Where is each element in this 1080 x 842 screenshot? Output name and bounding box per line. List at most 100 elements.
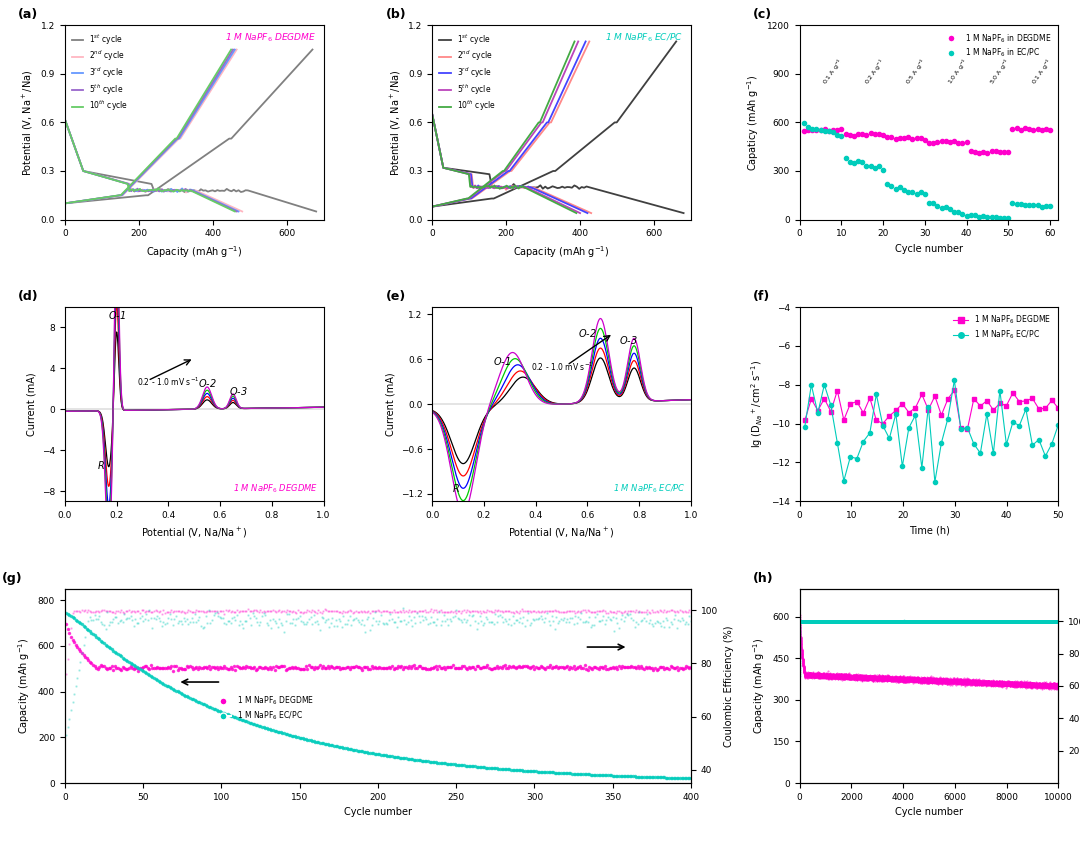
Text: $R$: $R$: [451, 482, 459, 494]
$3^{rd}$ cycle: [226, 204, 239, 214]
$10^{th}$ cycle: [222, 204, 235, 214]
$2^{nd}$ cycle: [517, 183, 530, 193]
$10^{th}$ cycle: [147, 185, 160, 195]
$5^{th}$ cycle: [436, 163, 449, 173]
Text: 5.0 A g$^{-1}$: 5.0 A g$^{-1}$: [987, 56, 1013, 87]
$1^{st}$ cycle: [463, 167, 476, 177]
$2^{nd}$ cycle: [176, 185, 189, 195]
X-axis label: Time (h): Time (h): [908, 525, 949, 536]
X-axis label: Cycle number: Cycle number: [895, 807, 963, 818]
Y-axis label: Capacity (mAh g$^{-1}$): Capacity (mAh g$^{-1}$): [752, 637, 767, 734]
Line: $10^{th}$ cycle: $10^{th}$ cycle: [432, 115, 577, 213]
Text: (e): (e): [386, 290, 406, 303]
Text: (f): (f): [753, 290, 770, 303]
$1^{st}$ cycle: [105, 171, 118, 181]
Line: $3^{rd}$ cycle: $3^{rd}$ cycle: [432, 115, 588, 213]
$2^{nd}$ cycle: [584, 208, 597, 218]
$10^{th}$ cycle: [451, 167, 464, 177]
Text: 0.2 - 1.0 mV s$^{-1}$: 0.2 - 1.0 mV s$^{-1}$: [530, 361, 593, 373]
$10^{th}$ cycle: [510, 181, 523, 191]
$2^{nd}$ cycle: [85, 168, 98, 179]
$5^{th}$ cycle: [173, 186, 186, 196]
$5^{th}$ cycle: [475, 182, 488, 192]
$3^{rd}$ cycle: [232, 206, 245, 216]
$3^{rd}$ cycle: [149, 185, 162, 195]
Text: $O$-3: $O$-3: [229, 385, 247, 397]
$1^{st}$ cycle: [568, 180, 581, 190]
$10^{th}$ cycle: [467, 182, 480, 192]
$2^{nd}$ cycle: [96, 171, 109, 181]
Y-axis label: Coulombic Efficiency (%): Coulombic Efficiency (%): [724, 625, 733, 747]
Legend: 1 M NaPF$_6$ DEGDME, 1 M NaPF$_6$ EC/PC: 1 M NaPF$_6$ DEGDME, 1 M NaPF$_6$ EC/PC: [213, 691, 318, 725]
$10^{th}$ cycle: [436, 163, 449, 173]
$10^{th}$ cycle: [172, 185, 185, 195]
$1^{st}$ cycle: [58, 115, 71, 125]
$10^{th}$ cycle: [551, 199, 564, 209]
$2^{nd}$ cycle: [150, 186, 163, 196]
Text: 0.2 - 1.0 mV s$^{-1}$: 0.2 - 1.0 mV s$^{-1}$: [137, 376, 200, 388]
$3^{rd}$ cycle: [453, 167, 465, 177]
Text: $O$-3: $O$-3: [620, 334, 638, 346]
$5^{th}$ cycle: [453, 167, 465, 177]
$10^{th}$ cycle: [474, 182, 487, 192]
$2^{nd}$ cycle: [58, 115, 71, 125]
$5^{th}$ cycle: [468, 183, 481, 193]
$3^{rd}$ cycle: [426, 109, 438, 120]
Text: $O$-1: $O$-1: [494, 355, 511, 367]
Line: $2^{nd}$ cycle: $2^{nd}$ cycle: [432, 115, 591, 213]
Line: $5^{th}$ cycle: $5^{th}$ cycle: [432, 115, 580, 213]
$2^{nd}$ cycle: [478, 181, 491, 191]
Text: 1 M NaPF$_6$ DEGDME: 1 M NaPF$_6$ DEGDME: [233, 483, 319, 495]
$3^{rd}$ cycle: [58, 115, 71, 125]
X-axis label: Cycle number: Cycle number: [895, 244, 963, 253]
Legend: $1^{st}$ cycle, $2^{nd}$ cycle, $3^{rd}$ cycle, $5^{th}$ cycle, $10^{th}$ cycle: $1^{st}$ cycle, $2^{nd}$ cycle, $3^{rd}$…: [436, 29, 499, 116]
$5^{th}$ cycle: [95, 171, 108, 181]
$1^{st}$ cycle: [490, 181, 503, 191]
$5^{th}$ cycle: [148, 186, 161, 196]
$1^{st}$ cycle: [300, 204, 313, 214]
Text: 1 M NaPF$_6$ EC/PC: 1 M NaPF$_6$ EC/PC: [605, 31, 684, 44]
$1^{st}$ cycle: [185, 186, 198, 196]
Text: 1 M NaPF$_6$ DEGDME: 1 M NaPF$_6$ DEGDME: [225, 31, 315, 44]
$3^{rd}$ cycle: [193, 189, 206, 199]
$5^{th}$ cycle: [426, 109, 438, 120]
$1^{st}$ cycle: [222, 185, 235, 195]
$2^{nd}$ cycle: [195, 189, 208, 199]
X-axis label: Capacity (mAh g$^{-1}$): Capacity (mAh g$^{-1}$): [146, 244, 242, 259]
$3^{rd}$ cycle: [561, 199, 573, 209]
$5^{th}$ cycle: [230, 206, 243, 216]
$1^{st}$ cycle: [677, 208, 690, 218]
X-axis label: Capacity (mAh g$^{-1}$): Capacity (mAh g$^{-1}$): [513, 244, 610, 259]
Legend: $1^{st}$ cycle, $2^{nd}$ cycle, $3^{rd}$ cycle, $5^{th}$ cycle, $10^{th}$ cycle: $1^{st}$ cycle, $2^{nd}$ cycle, $3^{rd}$…: [69, 29, 132, 116]
$5^{th}$ cycle: [191, 189, 204, 199]
$3^{rd}$ cycle: [96, 171, 109, 181]
Text: 0.5 A g$^{-1}$: 0.5 A g$^{-1}$: [904, 56, 930, 87]
$10^{th}$ cycle: [570, 208, 583, 218]
Text: $O$-2: $O$-2: [578, 327, 597, 338]
$3^{rd}$ cycle: [477, 182, 490, 192]
Text: $R$: $R$: [97, 459, 105, 471]
$1^{st}$ cycle: [426, 109, 438, 120]
$2^{nd}$ cycle: [470, 182, 483, 192]
Text: 0.1 A g$^{-1}$: 0.1 A g$^{-1}$: [1029, 56, 1055, 87]
Text: (c): (c): [753, 8, 772, 21]
$5^{th}$ cycle: [224, 204, 237, 214]
Text: 1 M NaPF$_6$ EC/PC: 1 M NaPF$_6$ EC/PC: [613, 483, 686, 495]
Y-axis label: lg (D$_{Na}$$^+$/cm$^2$ s$^{-1}$): lg (D$_{Na}$$^+$/cm$^2$ s$^{-1}$): [750, 360, 766, 448]
Legend: 1 M NaPF$_6$ in DEGDME, 1 M NaPF$_6$ in EC/PC: 1 M NaPF$_6$ in DEGDME, 1 M NaPF$_6$ in …: [941, 29, 1054, 62]
Text: (a): (a): [18, 8, 39, 21]
$5^{th}$ cycle: [58, 115, 71, 125]
$2^{nd}$ cycle: [235, 206, 248, 216]
Line: $3^{rd}$ cycle: $3^{rd}$ cycle: [65, 120, 239, 211]
$3^{rd}$ cycle: [174, 185, 187, 195]
$10^{th}$ cycle: [95, 171, 108, 181]
Line: $1^{st}$ cycle: $1^{st}$ cycle: [65, 120, 316, 211]
Text: (h): (h): [753, 572, 773, 585]
Line: $2^{nd}$ cycle: $2^{nd}$ cycle: [65, 120, 242, 211]
$3^{rd}$ cycle: [515, 181, 528, 191]
$5^{th}$ cycle: [84, 168, 97, 179]
$5^{th}$ cycle: [512, 182, 525, 192]
X-axis label: Potential (V, Na/Na$^+$): Potential (V, Na/Na$^+$): [509, 525, 615, 540]
$1^{st}$ cycle: [504, 182, 517, 192]
$3^{rd}$ cycle: [436, 163, 449, 173]
